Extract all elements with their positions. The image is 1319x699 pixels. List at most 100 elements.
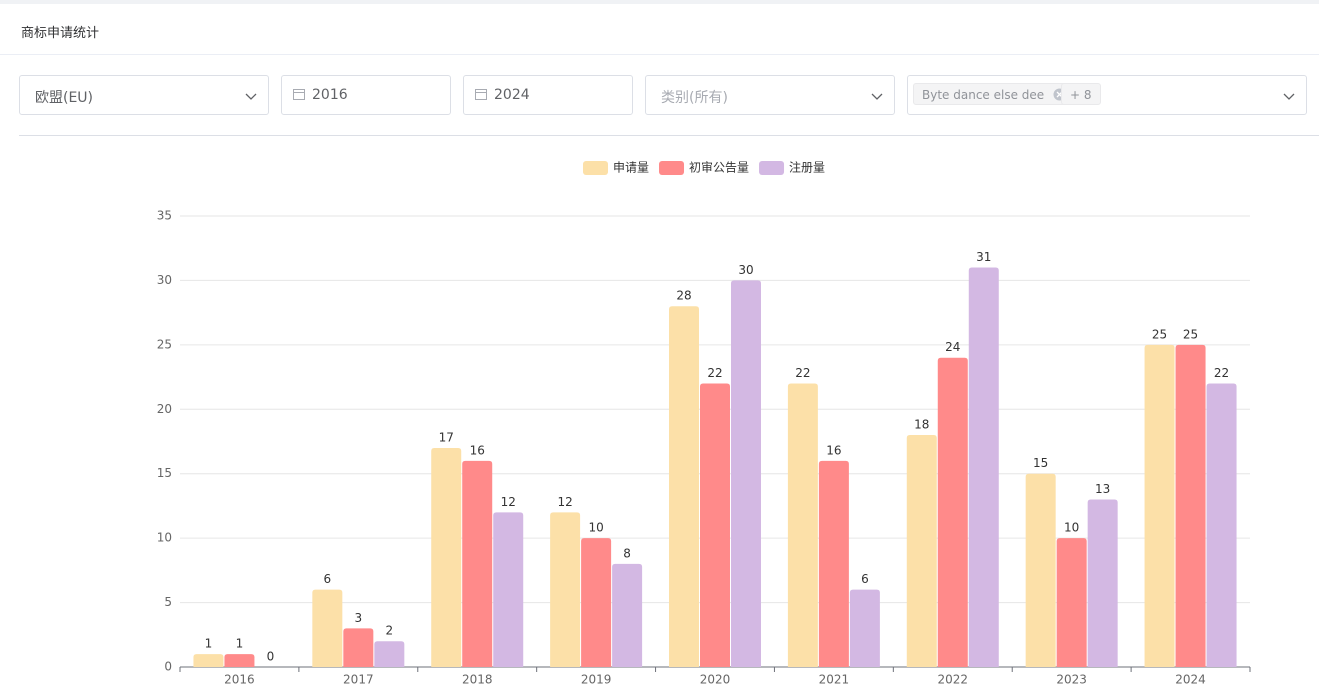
legend-item[interactable]: 申请量 (583, 161, 649, 176)
divider (19, 135, 1319, 136)
bar (462, 460, 493, 667)
bar (669, 306, 699, 667)
x-tick-label: 2022 (938, 673, 969, 687)
value-label: 10 (588, 521, 603, 535)
legend-item[interactable]: 初审公告量 (659, 160, 749, 176)
end-year-value: 2024 (494, 87, 530, 103)
value-label: 12 (501, 495, 516, 509)
value-label: 18 (914, 418, 929, 432)
bar (1087, 499, 1118, 667)
value-label: 3 (355, 611, 363, 625)
value-label: 16 (826, 443, 841, 457)
chevron-icon (245, 93, 257, 100)
y-tick-label: 20 (157, 402, 172, 416)
tag-text: Byte dance else dee (922, 88, 1045, 102)
bar (374, 641, 405, 667)
bar (343, 628, 374, 667)
chevron-icon (1283, 93, 1295, 100)
calendar-icon (293, 89, 305, 100)
value-label: 16 (470, 443, 485, 457)
y-tick-label: 10 (157, 531, 172, 545)
bar (224, 654, 255, 667)
page-title: 商标申请统计 (21, 26, 100, 41)
category-select[interactable]: 类别(所有) (645, 75, 895, 115)
bar (312, 589, 343, 667)
divider (0, 54, 1319, 55)
bar (1175, 344, 1206, 667)
y-tick-label: 35 (157, 209, 172, 223)
legend-label: 申请量 (613, 161, 649, 175)
value-label: 12 (557, 495, 572, 509)
y-tick-label: 5 (164, 595, 172, 609)
bar (1206, 383, 1237, 667)
bar (612, 563, 643, 667)
region-select[interactable]: 欧盟(EU) (19, 75, 269, 115)
value-label: 25 (1152, 327, 1167, 341)
value-label: 0 (267, 650, 275, 664)
end-year-picker[interactable]: 2024 (463, 75, 633, 115)
value-label: 2 (386, 624, 394, 638)
y-tick-label: 0 (164, 660, 172, 674)
value-label: 17 (439, 430, 454, 444)
category-placeholder: 类别(所有) (661, 90, 728, 106)
legend-swatch (659, 161, 685, 175)
value-label: 22 (795, 366, 810, 380)
value-label: 10 (1064, 521, 1079, 535)
value-label: 25 (1183, 327, 1198, 341)
x-tick-label: 2017 (343, 673, 374, 687)
start-year-picker[interactable]: 2016 (281, 75, 451, 115)
calendar-icon (475, 89, 487, 100)
bar (1025, 473, 1056, 667)
bar (849, 589, 880, 667)
bar (818, 460, 849, 667)
bar (937, 357, 968, 667)
top-bar (0, 0, 1319, 4)
x-tick-label: 2018 (462, 673, 493, 687)
x-tick-label: 2021 (819, 673, 850, 687)
bar (550, 512, 581, 667)
bar (581, 538, 612, 667)
value-label: 31 (976, 250, 991, 264)
value-label: 22 (1214, 366, 1229, 380)
tag: Byte dance else dee (913, 83, 1072, 105)
bar (1144, 344, 1175, 667)
y-tick-label: 30 (157, 273, 172, 287)
tag-count: + 8 (1061, 83, 1101, 105)
bar (1056, 538, 1087, 667)
bar (431, 447, 462, 667)
x-tick-label: 2019 (581, 673, 612, 687)
value-label: 15 (1033, 456, 1048, 470)
x-tick-label: 2020 (700, 673, 731, 687)
x-tick-label: 2016 (224, 673, 255, 687)
bar (493, 512, 524, 667)
start-year-value: 2016 (312, 87, 348, 103)
legend-label: 注册量 (789, 160, 825, 175)
value-label: 1 (236, 637, 244, 651)
value-label: 24 (945, 340, 960, 354)
legend-swatch (759, 161, 785, 175)
bar (968, 267, 999, 667)
bar (787, 383, 818, 667)
legend-swatch (583, 161, 608, 175)
bar (731, 280, 761, 667)
value-label: 30 (738, 263, 753, 277)
value-label: 22 (707, 366, 722, 380)
value-label: 1 (205, 637, 213, 651)
value-label: 28 (676, 289, 691, 303)
y-tick-label: 25 (157, 337, 172, 351)
legend-item[interactable]: 注册量 (759, 160, 825, 176)
value-label: 6 (861, 572, 869, 586)
y-tick-label: 15 (157, 466, 172, 480)
x-tick-label: 2024 (1175, 673, 1206, 687)
applicant-select[interactable]: Byte dance else dee + 8 (907, 75, 1307, 115)
value-label: 6 (324, 572, 332, 586)
region-value: 欧盟(EU) (35, 90, 94, 106)
chevron-icon (871, 93, 883, 100)
x-tick-label: 2023 (1056, 673, 1087, 687)
bar (906, 435, 937, 667)
legend-label: 初审公告量 (689, 160, 749, 175)
bar (700, 383, 730, 667)
bar (193, 654, 224, 667)
